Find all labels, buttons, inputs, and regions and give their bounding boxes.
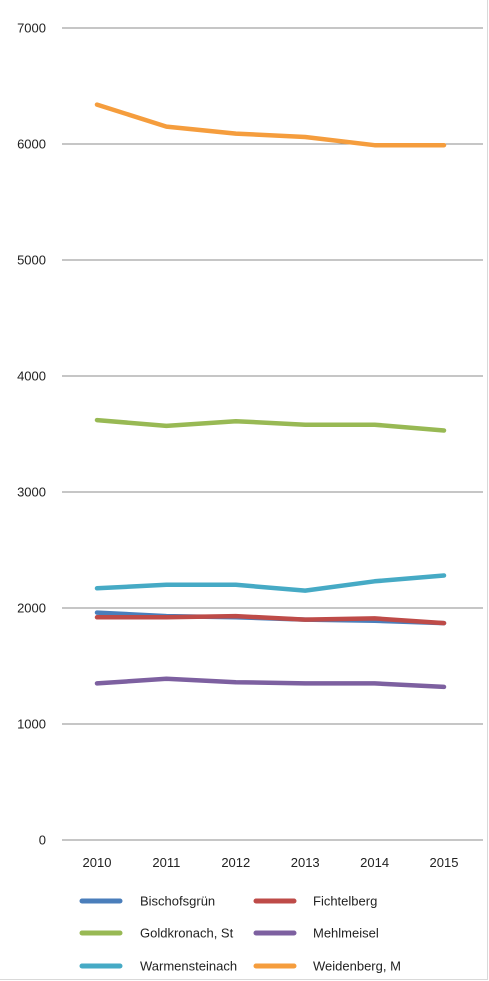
series-line-weidenberg-m xyxy=(94,102,447,148)
y-gridlines: 0 1000 2000 3000 4000 5000 6000 7000 xyxy=(17,21,483,848)
series-line-goldkronach-st xyxy=(94,417,447,433)
y-tick-label: 7000 xyxy=(17,21,46,36)
legend-label: Weidenberg, M xyxy=(313,959,401,974)
legend-label: Goldkronach, St xyxy=(140,926,234,941)
x-tick-label: 2014 xyxy=(360,855,389,870)
y-tick-label: 4000 xyxy=(17,369,46,384)
x-tick-label: 2015 xyxy=(430,855,459,870)
legend-label: Mehlmeisel xyxy=(313,926,379,941)
y-tick-label: 2000 xyxy=(17,601,46,616)
legend-item: Goldkronach, St xyxy=(79,926,234,941)
legend-label: Bischofsgrün xyxy=(140,894,215,909)
series-line-fichtelberg xyxy=(94,613,447,626)
legend-item: Bischofsgrün xyxy=(79,894,215,909)
x-tick-label: 2010 xyxy=(83,855,112,870)
legend-item: Mehlmeisel xyxy=(253,926,379,941)
y-tick-label: 3000 xyxy=(17,485,46,500)
x-tick-label: 2011 xyxy=(152,855,180,870)
y-tick-label: 1000 xyxy=(17,717,46,732)
series-line-mehlmeisel xyxy=(94,676,447,690)
y-tick-label: 5000 xyxy=(17,253,46,268)
y-tick-label: 6000 xyxy=(17,137,46,152)
y-tick-label: 0 xyxy=(39,833,46,848)
legend-label: Warmensteinach xyxy=(140,959,237,974)
legend-item: Warmensteinach xyxy=(79,959,237,974)
series-line-warmensteinach xyxy=(94,573,447,593)
x-tick-label: 2012 xyxy=(221,855,250,870)
legend: Bischofsgrün Fichtelberg Goldkronach, St Me… xyxy=(79,894,401,974)
legend-item: Weidenberg, M xyxy=(253,959,401,974)
x-axis-labels: 2010 2011 2012 2013 2014 2015 xyxy=(83,855,459,870)
legend-label: Fichtelberg xyxy=(313,894,377,909)
legend-item: Fichtelberg xyxy=(253,894,377,909)
series-lines xyxy=(94,102,447,690)
x-tick-label: 2013 xyxy=(291,855,320,870)
